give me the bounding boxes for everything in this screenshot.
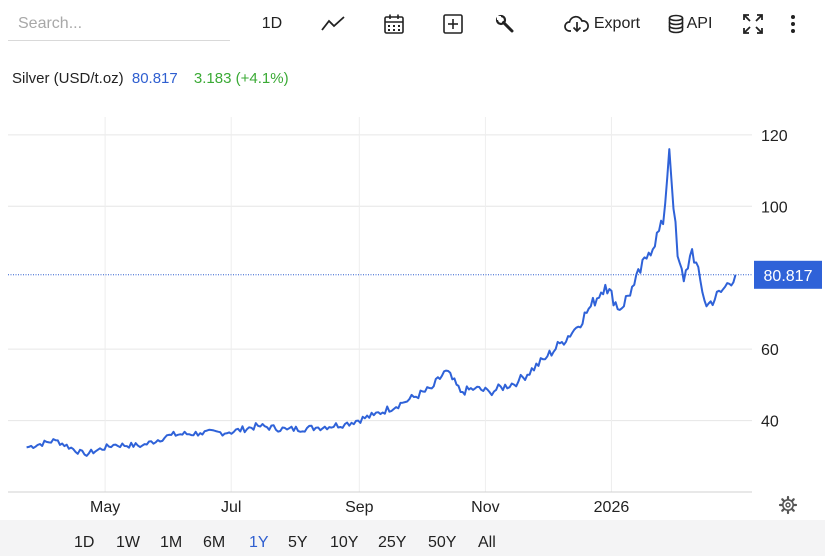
last-price-badge-text: 80.817 [764,268,813,285]
last-price-badge: 80.817 [754,260,822,289]
range-1m-button[interactable]: 1M [160,534,183,551]
instrument-name: Silver (USD/t.oz) [12,70,124,87]
price-change: 3.183 (+4.1%) [193,70,289,87]
series-layer [26,148,737,457]
last-price: 80.817 [131,70,178,87]
interval-label: 1D [261,15,283,32]
chart-grid [8,117,752,493]
y-tick-label: 100 [761,199,788,216]
range-bar [0,520,825,556]
database-icon [668,14,683,34]
range-25y-button[interactable]: 25Y [378,534,407,551]
range-1w-button[interactable]: 1W [116,534,140,551]
range-all-button[interactable]: All [478,534,496,551]
quote-line: Silver (USD/t.oz) 80.817 3.183 (+4.1%) [12,70,289,87]
y-axis-labels: 40 60 100 120 [761,128,788,431]
range-50y-button[interactable]: 50Y [428,534,457,551]
search-box[interactable] [8,10,230,41]
x-axis-labels: May Jul Sep Nov 2026 [90,499,629,516]
line-chart-icon [321,16,345,31]
calendar-icon [384,14,404,34]
api-button[interactable]: API [662,10,718,38]
settings-button[interactable] [778,495,798,515]
y-tick-label: 60 [761,342,779,359]
y-tick-label: 120 [761,128,788,145]
range-10y-button[interactable]: 10Y [330,534,359,551]
x-tick-label: 2026 [594,499,630,516]
export-button[interactable]: Export [560,10,644,38]
y-tick-label: 40 [761,414,779,431]
toolbar: 1D Exp [0,0,825,50]
fullscreen-button[interactable] [740,10,766,38]
range-6m-button[interactable]: 6M [203,534,226,551]
date-range-button[interactable] [380,10,408,38]
range-1d-button[interactable]: 1D [74,534,95,551]
range-5y-button[interactable]: 5Y [288,534,308,551]
cloud-download-icon [564,15,589,33]
wrench-icon [495,14,514,33]
x-tick-label: Sep [345,499,374,516]
x-tick-label: May [90,499,120,516]
price-chart[interactable]: 40 60 100 120 May Jul Sep Nov 2026 80.817 [0,95,825,520]
search-input[interactable] [8,10,228,38]
plus-square-icon [443,14,463,34]
export-label: Export [593,15,641,32]
more-vertical-icon [791,15,795,33]
x-tick-label: Nov [471,499,499,516]
api-label: API [686,15,713,32]
price-series-line [26,148,737,457]
compare-button[interactable] [440,10,466,38]
more-button[interactable] [782,10,804,38]
fullscreen-icon [743,14,763,34]
tools-button[interactable] [492,10,518,38]
interval-button[interactable]: 1D [256,10,288,38]
gear-icon [778,495,798,515]
range-1y-button[interactable]: 1Y [249,534,269,551]
last-price-badge-bg [754,260,822,289]
x-tick-label: Jul [221,499,241,516]
chart-type-button[interactable] [317,10,349,38]
